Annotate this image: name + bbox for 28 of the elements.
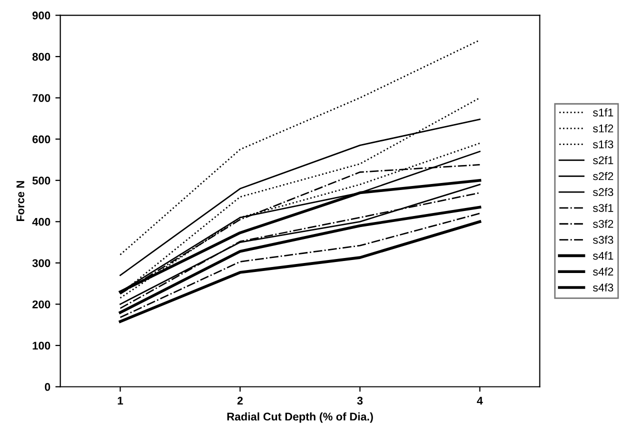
y-tick-label: 0: [44, 383, 50, 391]
y-tick-label: 800: [32, 52, 50, 61]
legend-label: s4f1: [592, 252, 614, 260]
legend-label: s2f2: [592, 172, 614, 180]
legend-label: s1f3: [592, 140, 614, 148]
legend-label: s4f2: [592, 267, 614, 276]
y-tick-label: 400: [32, 218, 50, 226]
x-tick-label: 4: [476, 396, 483, 405]
legend-label: s1f1: [592, 108, 614, 116]
y-tick-label: 100: [32, 342, 50, 350]
legend-label: s1f2: [592, 124, 614, 132]
legend-label: s4f3: [592, 283, 614, 292]
y-tick-label: 900: [32, 12, 50, 20]
legend-label: s2f3: [592, 188, 614, 196]
y-axis-title: Force N: [16, 181, 24, 221]
x-axis-title: Radial Cut Depth (% of Dia.): [227, 412, 373, 423]
legend-label: s3f2: [592, 220, 614, 228]
legend-label: s2f1: [592, 156, 614, 164]
x-tick-label: 3: [357, 396, 363, 405]
y-tick-label: 600: [32, 135, 50, 144]
y-tick-label: 500: [32, 176, 50, 185]
x-tick-label: 1: [118, 396, 124, 405]
y-tick-label: 200: [32, 300, 50, 308]
y-tick-label: 700: [32, 94, 50, 102]
y-tick-label: 300: [32, 259, 50, 268]
legend-label: s3f1: [592, 204, 614, 212]
legend-label: s3f3: [592, 236, 614, 244]
x-tick-label: 2: [237, 396, 243, 405]
